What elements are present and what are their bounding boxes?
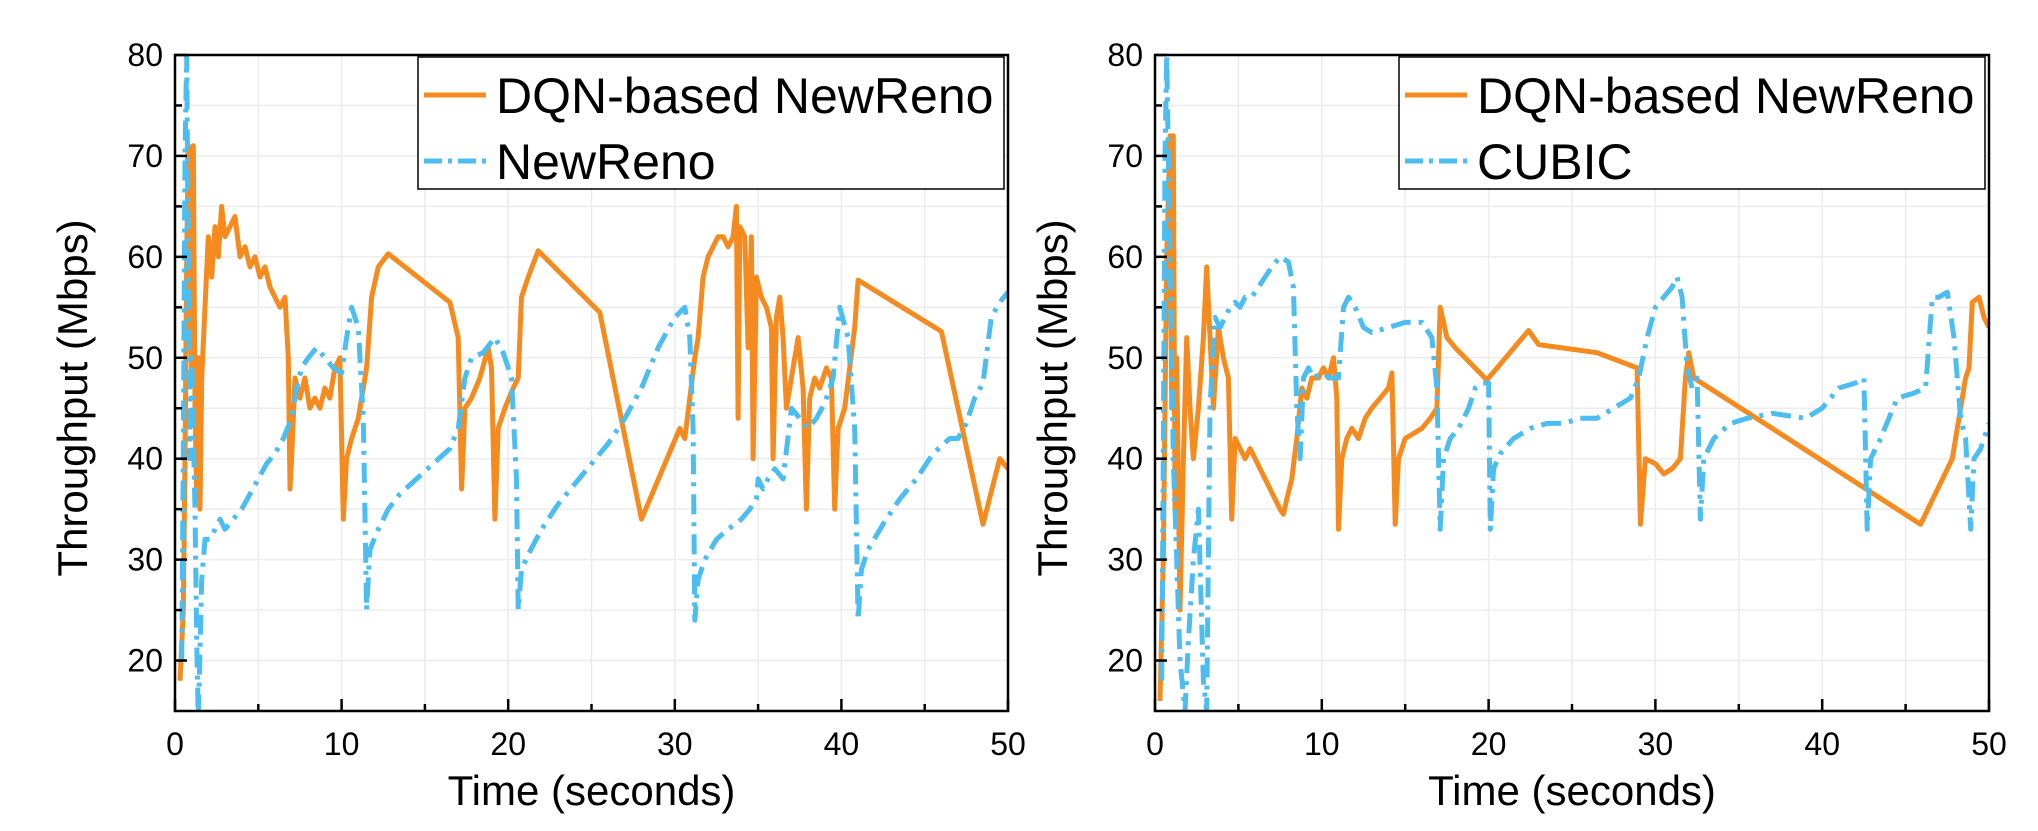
x-tick-label: 50 — [990, 726, 1026, 762]
x-tick-label: 50 — [1971, 726, 2007, 762]
legend-box — [1398, 56, 1986, 190]
series-line-dqn-newreno — [177, 143, 1008, 681]
y-tick-label: 50 — [127, 340, 163, 376]
x-tick-label: 10 — [324, 726, 360, 762]
y-tick-label: 20 — [127, 643, 163, 679]
series-line-dqn-newreno — [1157, 133, 1989, 701]
y-tick-label: 80 — [127, 37, 163, 73]
x-tick-label: 40 — [1804, 726, 1840, 762]
series-line-cubic — [1159, 55, 1989, 711]
chart-panel-1: 0 10 20 30 40 50 20 30 40 50 60 70 80 Time (seconds) T… — [49, 37, 1026, 814]
legend: DQN-based NewReno CUBIC — [1398, 56, 1986, 190]
legend-label: DQN-based NewReno — [496, 68, 993, 124]
y-tick-label: 60 — [1107, 239, 1143, 275]
y-axis-title: Throughput (Mbps) — [1029, 219, 1076, 576]
y-tick-label: 50 — [1107, 340, 1143, 376]
x-tick-label: 30 — [657, 726, 693, 762]
x-tick-label: 30 — [1638, 726, 1674, 762]
x-tick-label: 0 — [1146, 726, 1164, 762]
legend-label: CUBIC — [1477, 134, 1633, 190]
legend-label: DQN-based NewReno — [1477, 68, 1974, 124]
y-tick-label: 80 — [1107, 37, 1143, 73]
series-line-newreno — [179, 55, 1008, 711]
y-tick-label: 30 — [127, 542, 163, 578]
legend-box — [417, 56, 1005, 190]
legend-label: NewReno — [496, 134, 716, 190]
y-tick-label: 40 — [127, 441, 163, 477]
y-tick-label: 70 — [1107, 138, 1143, 174]
x-tick-label: 0 — [166, 726, 184, 762]
x-axis-title: Time (seconds) — [448, 767, 736, 814]
y-tick-label: 60 — [127, 239, 163, 275]
y-tick-label: 70 — [127, 138, 163, 174]
x-axis-title: Time (seconds) — [1428, 767, 1716, 814]
x-tick-label: 20 — [490, 726, 526, 762]
y-tick-label: 20 — [1107, 643, 1143, 679]
x-tick-label: 40 — [824, 726, 860, 762]
x-tick-label: 20 — [1471, 726, 1507, 762]
x-tick-label: 10 — [1304, 726, 1340, 762]
legend: DQN-based NewReno NewReno — [417, 56, 1005, 190]
y-axis-title: Throughput (Mbps) — [49, 219, 96, 576]
chart-panel-2: 0 10 20 30 40 50 20 30 40 50 60 70 80 Time (seconds) T… — [1029, 37, 2007, 814]
y-tick-label: 40 — [1107, 441, 1143, 477]
y-tick-label: 30 — [1107, 542, 1143, 578]
